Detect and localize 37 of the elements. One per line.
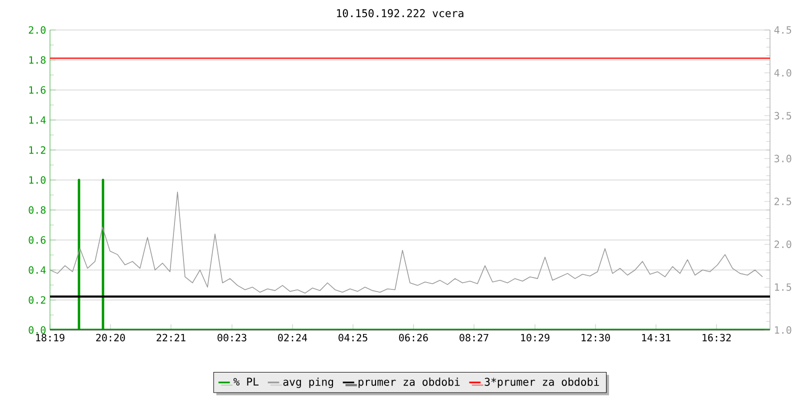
y-tick-label: 1.0 xyxy=(29,176,46,184)
x-tick-label: 14:31 xyxy=(642,334,670,342)
y-tick-label: 1.8 xyxy=(29,56,46,64)
y2-tick-label: 4.0 xyxy=(774,69,792,77)
y-tick-label: 2.0 xyxy=(28,26,46,34)
y2-tick-label: 1.5 xyxy=(775,283,792,291)
y2-tick-label: 3.5 xyxy=(774,112,792,120)
x-tick-label: 22:21 xyxy=(156,334,186,342)
legend-label: 3*prumer za obdobi xyxy=(484,378,599,388)
legend-label: avg ping xyxy=(283,378,334,388)
y-tick-label: 0.2 xyxy=(28,296,46,304)
y2-tick-label: 1.0 xyxy=(775,326,792,334)
x-tick-label: 06:26 xyxy=(399,334,428,342)
x-tick-label: 18:19 xyxy=(36,334,64,342)
y-tick-label: 1.2 xyxy=(29,146,46,154)
x-tick-label: 20:20 xyxy=(96,334,125,342)
x-tick-label: 04:25 xyxy=(338,334,368,342)
x-tick-label: 16:32 xyxy=(702,334,731,342)
chart-title: 10.150.192.222 vcera xyxy=(337,9,464,18)
line-series xyxy=(50,192,763,294)
x-tick-label: 10:29 xyxy=(521,334,550,342)
x-tick-label: 02:24 xyxy=(278,334,308,342)
legend-label: % PL xyxy=(233,378,259,386)
y2-tick-label: 2.0 xyxy=(774,240,792,248)
y-tick-label: 0.6 xyxy=(28,236,46,244)
x-tick-label: 12:30 xyxy=(582,334,610,342)
y2-tick-label: 4.5 xyxy=(774,26,792,34)
y-tick-label: 1.4 xyxy=(29,116,46,124)
x-tick-label: 00:23 xyxy=(218,334,246,342)
y-tick-label: 0.8 xyxy=(28,206,46,214)
legend-label: prumer za obdobi xyxy=(358,378,460,388)
y-tick-label: 1.6 xyxy=(29,86,46,94)
x-tick-label: 08:27 xyxy=(460,334,488,342)
y-tick-label: 0.0 xyxy=(28,326,46,334)
y2-tick-label: 3.0 xyxy=(774,154,792,162)
y-tick-label: 0.4 xyxy=(28,266,46,274)
y2-tick-label: 2.5 xyxy=(774,198,792,206)
